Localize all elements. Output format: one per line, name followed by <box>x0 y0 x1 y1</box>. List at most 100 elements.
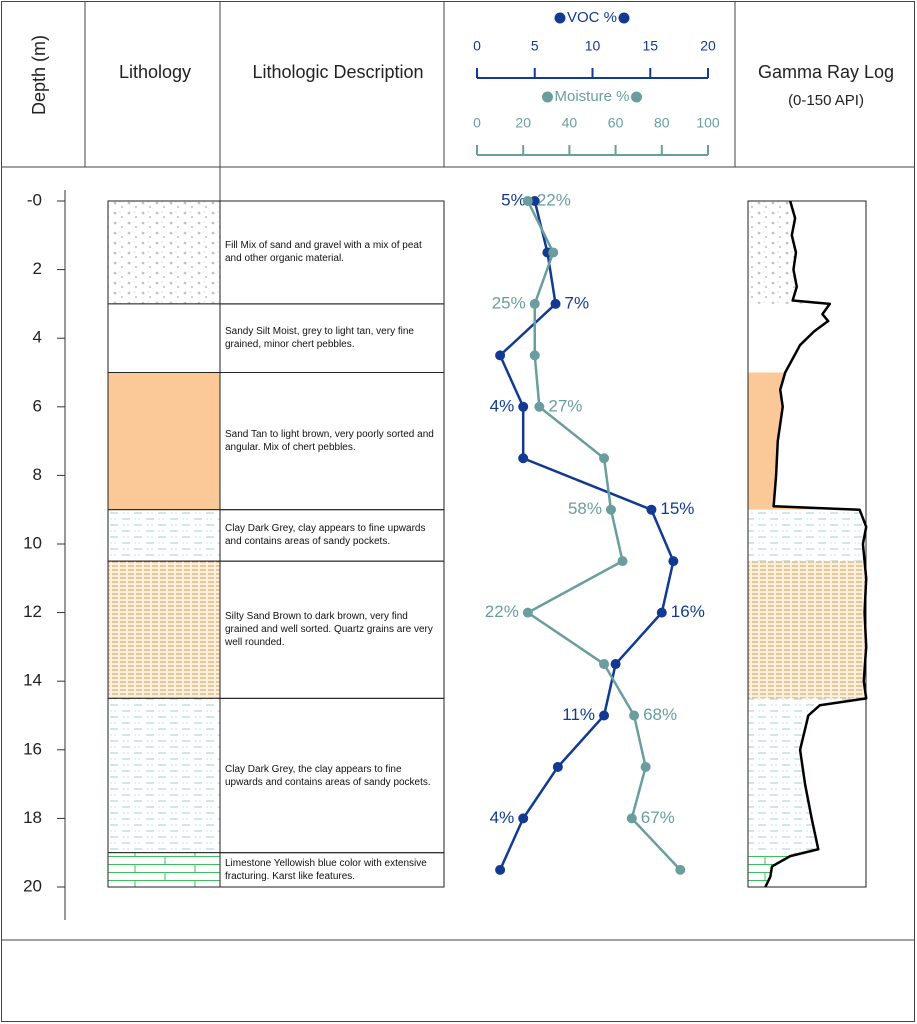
data-point <box>610 659 621 670</box>
data-point <box>646 504 657 515</box>
depth-label: Depth (m) <box>29 35 49 115</box>
gamma-layer <box>748 509 867 562</box>
lithology-layer <box>107 852 221 888</box>
data-point <box>529 196 540 206</box>
data-point <box>495 864 506 875</box>
gamma-layer <box>748 303 867 373</box>
y-tick-label: 8 <box>33 465 42 484</box>
layer-description: Limestone Yellowish blue color with exte… <box>225 857 427 882</box>
data-point <box>599 453 610 464</box>
lithology-layer <box>107 372 221 511</box>
data-point <box>640 761 651 772</box>
series-line <box>498 200 675 871</box>
gamma-layer <box>748 561 867 699</box>
series-line <box>525 200 682 871</box>
data-label: 7% <box>565 293 590 312</box>
y-tick-label: 6 <box>33 396 42 415</box>
data-point <box>675 864 686 875</box>
description-header: Lithologic Description <box>252 62 423 82</box>
data-label: 16% <box>671 602 705 621</box>
data-label: 27% <box>548 396 582 415</box>
legend-marker <box>631 91 643 103</box>
legend-marker <box>554 12 566 24</box>
data-point <box>518 813 529 824</box>
legend-label: Moisture % <box>554 88 629 105</box>
lithology-layer <box>107 200 221 305</box>
data-label: 25% <box>492 293 526 312</box>
data-point <box>629 710 640 721</box>
data-point <box>550 298 561 309</box>
data-label: 4% <box>490 808 515 827</box>
description-box: Limestone Yellowish blue color with exte… <box>225 857 427 882</box>
data-point <box>668 556 679 567</box>
x-tick-label: 0 <box>473 115 481 131</box>
data-point <box>548 247 559 258</box>
data-label: 68% <box>643 705 677 724</box>
gamma-layer <box>748 201 867 304</box>
data-label: 5% <box>501 190 526 209</box>
data-point <box>522 196 533 206</box>
y-tick-label: 14 <box>23 671 42 690</box>
description-box: Sand Tan to light brown, very poorly sor… <box>225 429 434 454</box>
legend-label: VOC % <box>567 9 617 26</box>
data-point <box>656 607 667 618</box>
y-tick-label: 18 <box>23 808 42 827</box>
gamma-layer <box>748 372 867 510</box>
y-tick-label: 4 <box>33 328 42 347</box>
description-box: Fill Mix of sand and gravel with a mix o… <box>225 240 422 265</box>
y-tick-label: 16 <box>23 739 42 758</box>
data-point <box>522 607 533 618</box>
x-tick-label: 20 <box>515 115 531 131</box>
gamma-fill <box>748 201 867 887</box>
data-label: 11% <box>562 705 595 724</box>
layer-description: Clay Dark Grey, the clay appears to fine… <box>225 763 431 788</box>
data-point <box>605 504 616 515</box>
data-point <box>529 350 540 361</box>
legend-marker <box>618 12 630 24</box>
data-label: 22% <box>485 602 519 621</box>
lithology-layer <box>107 303 221 373</box>
x-tick-label: 10 <box>585 38 601 54</box>
layer-description: Sand Tan to light brown, very poorly sor… <box>225 429 434 454</box>
lithology-layer <box>107 509 221 562</box>
x-tick-label: 20 <box>700 38 716 54</box>
data-point <box>529 298 540 309</box>
data-point <box>599 659 610 670</box>
gamma-units: (0-150 API) <box>788 92 864 109</box>
data-point <box>518 453 529 464</box>
x-tick-label: 60 <box>608 115 624 131</box>
gamma-title: Gamma Ray Log <box>758 62 894 82</box>
layer-description: Fill Mix of sand and gravel with a mix o… <box>225 240 422 265</box>
data-label: 67% <box>641 808 675 827</box>
x-tick-label: 80 <box>654 115 670 131</box>
data-point <box>552 761 563 772</box>
y-tick-label: 12 <box>23 602 42 621</box>
description-box: Silty Sand Brown to dark brown, very fin… <box>225 611 433 649</box>
description-cell <box>219 852 445 888</box>
lithology-layer <box>107 560 221 699</box>
lithology-header: Lithology <box>119 62 191 82</box>
x-tick-label: 5 <box>531 38 539 54</box>
layer-description: Silty Sand Brown to dark brown, very fin… <box>225 611 433 649</box>
description-box: Clay Dark Grey, the clay appears to fine… <box>225 763 431 788</box>
data-point <box>495 350 506 361</box>
data-point <box>599 710 610 721</box>
y-tick-label: 20 <box>23 876 42 895</box>
layer-description: Clay Dark Grey, clay appears to fine upw… <box>225 523 426 548</box>
y-tick-label: 2 <box>33 259 42 278</box>
y-tick-label: 10 <box>23 533 42 552</box>
data-label: 22% <box>537 190 571 209</box>
x-tick-label: 0 <box>473 38 481 54</box>
x-tick-label: 40 <box>562 115 578 131</box>
y-tick-label: -0 <box>27 190 42 209</box>
data-point <box>518 401 529 412</box>
layer-description: Sandy Silt Moist, grey to light tan, ver… <box>225 326 414 351</box>
x-tick-label: 100 <box>696 115 720 131</box>
lithology-layer <box>107 697 221 854</box>
gamma-box <box>747 200 867 888</box>
description-box: Sandy Silt Moist, grey to light tan, ver… <box>225 326 414 351</box>
description-box: Clay Dark Grey, clay appears to fine upw… <box>225 523 426 548</box>
